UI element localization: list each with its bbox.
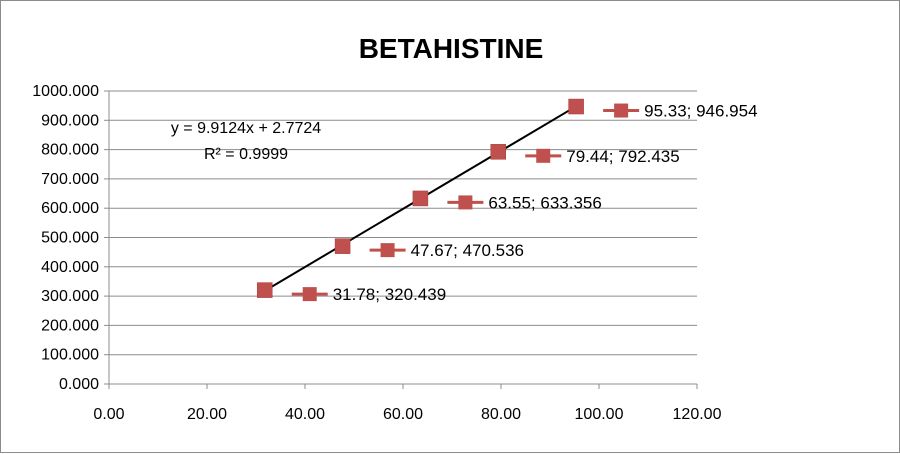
x-tick-label: 120.00 xyxy=(673,406,722,423)
y-tick-label: 300.000 xyxy=(41,288,99,305)
y-tick-label: 600.000 xyxy=(41,200,99,217)
data-point xyxy=(568,98,584,115)
data-label: 95.33; 946.954 xyxy=(644,102,757,121)
data-labels: 31.78; 320.439 47.67; 470.536 63.55; 633.3… xyxy=(291,102,758,304)
data-point xyxy=(412,190,429,207)
y-tick-label: 900.000 xyxy=(41,112,99,129)
data-point xyxy=(490,144,507,160)
data-label: 63.55; 633.356 xyxy=(488,193,601,212)
data-label: 79.44; 792.435 xyxy=(566,147,679,166)
x-tick-label: 100.00 xyxy=(575,406,624,423)
axes xyxy=(104,90,698,389)
y-tick-label: 100.000 xyxy=(41,347,99,364)
data-label-key-marker xyxy=(302,287,317,302)
x-tick-label: 40.00 xyxy=(285,406,325,423)
data-label-key-marker xyxy=(458,195,473,210)
data-label-key-marker xyxy=(614,103,629,118)
trendline-equation: y = 9.9124x + 2.7724 xyxy=(171,120,321,137)
data-label-key-marker xyxy=(536,148,551,163)
data-point xyxy=(334,238,351,254)
y-tick-label: 700.000 xyxy=(41,171,99,188)
chart-title: BETAHISTINE xyxy=(359,33,544,64)
y-tick-label: 1000.000 xyxy=(32,83,99,100)
x-tick-label: 80.00 xyxy=(481,406,521,423)
x-tick-label: 60.00 xyxy=(383,406,423,423)
trendline-r-squared: R² = 0.9999 xyxy=(204,146,288,163)
y-tick-label: 200.000 xyxy=(41,317,99,334)
data-points xyxy=(256,98,584,298)
data-label-key-marker xyxy=(380,243,395,258)
y-tick-label: 800.000 xyxy=(41,142,99,159)
x-tick-label: 0.00 xyxy=(93,406,124,423)
data-label: 31.78; 320.439 xyxy=(333,285,446,304)
data-label: 47.67; 470.536 xyxy=(411,241,524,260)
tick-labels: 0.000 100.000 200.000 300.000 400.000 500.000… xyxy=(32,83,721,423)
y-tick-label: 0.000 xyxy=(59,376,99,393)
y-tick-label: 500.000 xyxy=(41,230,99,247)
x-tick-label: 20.00 xyxy=(187,406,227,423)
data-point xyxy=(256,282,273,298)
y-tick-label: 400.000 xyxy=(41,259,99,276)
